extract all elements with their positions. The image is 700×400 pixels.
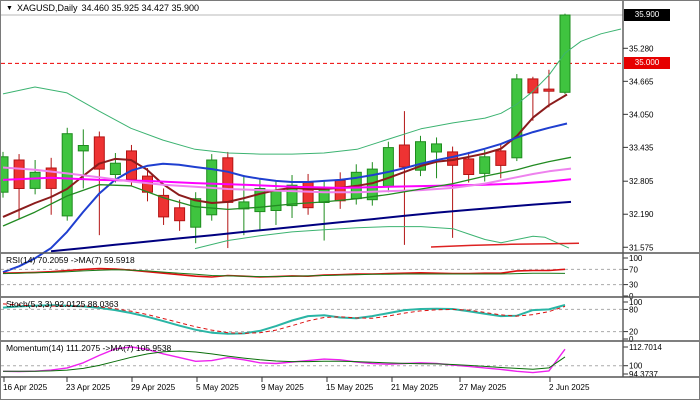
ma-green [2,156,572,227]
ma-violet [2,166,572,194]
indicator-scale-label: 30 [629,281,638,290]
candle-down [543,88,555,92]
candle-up [479,156,491,174]
indicator-scale-label: 80 [629,305,638,314]
time-axis-label: 16 Apr 2025 [3,383,48,392]
time-axis-label: 9 May 2025 [261,383,304,392]
candle-down [398,144,410,168]
indicator-scale-label: 70 [629,265,638,274]
candle-up [286,184,298,207]
candle-down [126,150,137,180]
indicator-scale-label: 0 [629,335,634,344]
time-axis-label: 15 May 2025 [326,383,374,392]
candle-up [77,145,89,152]
candle-up [254,188,266,213]
price-axis-label: 31.575 [629,243,654,252]
current-price-badge: 35.900 [624,9,670,21]
candle-down [222,157,234,203]
ma-slow-navy [50,200,572,253]
price-axis-label: 34.050 [629,110,654,119]
momentum-ma-line [3,350,566,372]
time-axis-label: 23 Apr 2025 [66,383,111,392]
price-axis-label: 32.190 [629,210,654,219]
candle-down [463,158,475,175]
momentum-line [2,346,566,374]
indicator-scale-label: 100 [629,254,643,263]
price-axis-label: 35.280 [629,44,654,53]
candle-down [334,179,346,202]
candle-up [109,162,121,175]
ohlc-readout: 34.460 35.925 34.427 35.900 [81,3,200,13]
band-lower [194,226,570,250]
rsi-ma-line [2,269,566,278]
support-red [430,242,580,248]
candle-up [415,141,426,171]
stoch-panel-label: Stoch(5,3,3) 92.0125 88.0363 [6,299,119,309]
candle-up [1,156,9,193]
candle-up [511,78,523,159]
candle-up [318,188,330,203]
momentum-panel-label: Momentum(14) 111.2075 ->MA(7) 105.9538 [6,343,172,353]
candle-up [382,147,394,187]
indicator-scale-label: 94.3737 [629,370,658,379]
price-axis-label: 33.435 [629,143,654,152]
chart-title: ▼ XAGUSD,Daily 34.460 35.925 34.427 35.9… [6,3,199,13]
symbol-name: XAGUSD,Daily [16,3,78,13]
candle-down [174,207,186,222]
candle-down [158,194,170,218]
symbol-dropdown-icon[interactable]: ▼ [6,4,13,12]
candle-up [29,171,41,189]
price-axis-label: 32.805 [629,177,654,186]
stoch-main-line [2,304,566,335]
candle-down [93,136,105,170]
indicator-scale-label: 112.7014 [629,343,662,352]
stoch-signal-line [2,303,566,334]
candle-down [13,159,25,189]
band-upper [2,28,622,155]
candle-up [270,189,282,212]
time-axis-label: 5 May 2025 [196,383,239,392]
candle-up [190,198,202,228]
indicator-scale-label: 20 [629,328,638,337]
time-axis-label: 29 Apr 2025 [131,383,176,392]
rsi-panel-label: RSI(14) 70.2059 ->MA(7) 59.5918 [6,255,135,265]
indicator-scale-label: 100 [629,362,643,371]
ma-magenta [2,176,572,189]
time-axis-label: 27 May 2025 [459,383,507,392]
candle-up [431,143,442,153]
time-axis-label: 2 Jun 2025 [549,383,590,392]
price-axis-label: 34.665 [629,77,654,86]
ma-fast-darkred [2,93,568,218]
indicator-scale-label: 100 [629,298,643,307]
price-level-badge: 35.000 [624,57,670,69]
time-axis-label: 21 May 2025 [391,383,439,392]
ma-mid-blue [2,122,568,274]
candle-down [495,150,507,166]
